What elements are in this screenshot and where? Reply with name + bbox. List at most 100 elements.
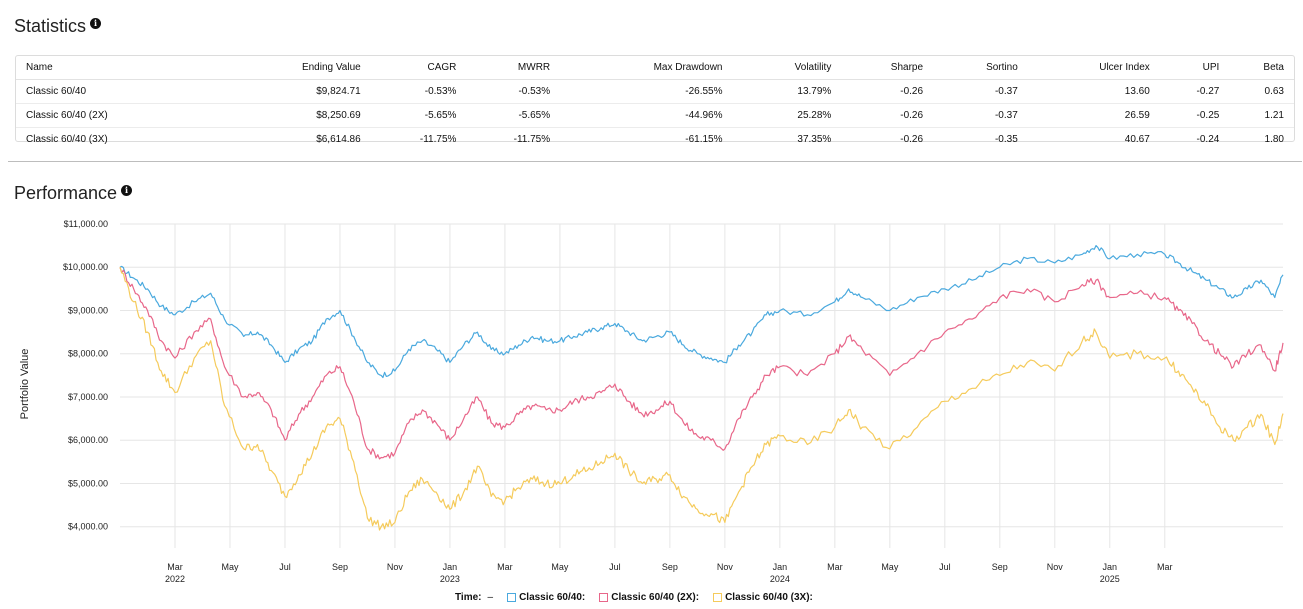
cell-max-drawdown: -44.96% xyxy=(551,103,724,128)
legend-item-label: Classic 60/40 (3X): xyxy=(725,592,813,603)
x-tick-year-label: 2022 xyxy=(165,574,185,584)
x-tick-label: May xyxy=(221,562,239,572)
x-tick-label: Jan xyxy=(773,562,788,572)
series-line-classic-60-40-2x[interactable] xyxy=(119,267,1284,460)
cell-ulcer-index: 26.59 xyxy=(1018,103,1151,128)
cell-upi: -0.27 xyxy=(1150,79,1221,104)
column-header-max-drawdown[interactable]: Max Drawdown xyxy=(551,56,724,80)
y-axis-label: Portfolio Value xyxy=(19,349,31,420)
cell-mwrr: -5.65% xyxy=(457,103,552,128)
cell-sortino: -0.35 xyxy=(994,134,1018,145)
info-icon[interactable]: i xyxy=(121,185,133,196)
info-icon[interactable]: i xyxy=(90,18,102,29)
chart-legend: Time: – Classic 60/40: Classic 60/40 (2X… xyxy=(455,592,813,603)
y-axis-ticks: $11,000.00 $10,000.00 $9,000.00 $8,000.00 $7… xyxy=(63,219,108,532)
y-tick-label: $9,000.00 xyxy=(68,305,108,315)
y-tick-label: $5,000.00 xyxy=(68,478,108,488)
x-tick-label: Jan xyxy=(443,562,458,572)
legend-swatch-icon xyxy=(599,593,609,602)
x-tick-label: Nov xyxy=(717,562,734,572)
cell-ending-value: $8,250.69 xyxy=(195,103,362,128)
series-line-classic-60-40[interactable] xyxy=(119,245,1284,379)
table-row: Classic 60/40 (2X) $8,250.69 -5.65% -5.6… xyxy=(16,103,1294,128)
x-tick-label: Sep xyxy=(992,562,1008,572)
cell-mwrr: -11.75% xyxy=(513,134,551,145)
cell-cagr: -5.65% xyxy=(361,103,458,128)
x-tick-label: Nov xyxy=(1047,562,1064,572)
x-tick-label: Jul xyxy=(609,562,621,572)
cell-sharpe: -0.26 xyxy=(832,79,925,104)
x-tick-year-label: 2025 xyxy=(1100,574,1120,584)
cell-beta: 1.80 xyxy=(1264,134,1284,145)
column-header-sharpe[interactable]: Sharpe xyxy=(832,56,925,80)
x-tick-year-label: 2023 xyxy=(440,574,460,584)
column-header-volatility[interactable]: Volatility xyxy=(723,56,833,80)
y-tick-label: $8,000.00 xyxy=(68,349,108,359)
table-row: Classic 60/40 $9,824.71 -0.53% -0.53% -2… xyxy=(16,79,1294,104)
x-tick-year-label: 2024 xyxy=(770,574,790,584)
x-tick-label: May xyxy=(551,562,569,572)
statistics-table-container: Name Ending Value CAGR MWRR Max Drawdown… xyxy=(15,55,1295,145)
column-header-sortino[interactable]: Sortino xyxy=(924,56,1019,80)
column-header-cagr[interactable]: CAGR xyxy=(361,56,458,80)
chart-series xyxy=(119,245,1284,531)
x-tick-label: Mar xyxy=(167,562,183,572)
legend-item-classic-6040-3x[interactable]: Classic 60/40 (3X): xyxy=(713,592,813,603)
cell-sortino: -0.37 xyxy=(924,103,1019,128)
cell-ending-value: $9,824.71 xyxy=(195,79,362,104)
cell-upi: -0.24 xyxy=(1196,134,1220,145)
cell-sharpe: -0.26 xyxy=(832,103,925,128)
column-header-mwrr[interactable]: MWRR xyxy=(457,56,552,80)
column-header-upi[interactable]: UPI xyxy=(1150,56,1221,80)
cell-max-drawdown: -26.55% xyxy=(551,79,724,104)
cell-beta: 1.21 xyxy=(1220,103,1294,128)
cell-cagr: -11.75% xyxy=(419,134,457,145)
y-tick-label: $10,000.00 xyxy=(63,262,108,272)
cell-cagr: -0.53% xyxy=(361,79,458,104)
legend-swatch-icon xyxy=(713,593,723,602)
cell-name: Classic 60/40 xyxy=(16,79,196,104)
x-tick-label: Sep xyxy=(332,562,348,572)
column-header-name[interactable]: Name xyxy=(16,56,196,80)
chart-grid xyxy=(120,223,1283,548)
statistics-title: Statistics xyxy=(14,16,87,36)
table-header-row: Name Ending Value CAGR MWRR Max Drawdown… xyxy=(16,56,1294,80)
legend-item-classic-6040[interactable]: Classic 60/40: xyxy=(507,592,585,603)
column-header-ulcer-index[interactable]: Ulcer Index xyxy=(1018,56,1151,80)
legend-item-label: Classic 60/40 (2X): xyxy=(611,592,700,603)
column-header-ending-value[interactable]: Ending Value xyxy=(195,56,362,80)
legend-item-classic-6040-2x[interactable]: Classic 60/40 (2X): xyxy=(599,592,699,603)
performance-title-row: Performance i xyxy=(14,183,133,204)
x-tick-label: Mar xyxy=(827,562,843,572)
x-tick-label: Jan xyxy=(1103,562,1118,572)
section-divider xyxy=(8,161,1302,162)
cell-ending-value: $6,614.86 xyxy=(316,134,361,145)
cell-sortino: -0.37 xyxy=(924,79,1019,104)
statistics-title-row: Statistics i xyxy=(14,16,102,37)
cell-name: Classic 60/40 (3X) xyxy=(26,134,108,145)
cell-name: Classic 60/40 (2X) xyxy=(16,103,196,128)
cell-beta: 0.63 xyxy=(1220,79,1294,104)
cell-ulcer-index: 40.67 xyxy=(1124,134,1150,145)
statistics-table: Name Ending Value CAGR MWRR Max Drawdown… xyxy=(16,56,1294,151)
column-header-beta[interactable]: Beta xyxy=(1220,56,1294,80)
x-tick-label: Jul xyxy=(939,562,951,572)
x-tick-label: May xyxy=(881,562,899,572)
x-tick-label: Nov xyxy=(387,562,404,572)
cell-volatility: 37.35% xyxy=(797,134,832,145)
cell-sharpe: -0.26 xyxy=(900,134,924,145)
x-tick-label: Mar xyxy=(497,562,513,572)
y-tick-label: $4,000.00 xyxy=(68,522,108,532)
cell-max-drawdown: -61.15% xyxy=(685,134,723,145)
performance-chart[interactable]: $11,000.00 $10,000.00 $9,000.00 $8,000.00 $7… xyxy=(0,210,1303,590)
legend-time-value: – xyxy=(487,592,494,603)
legend-item-label: Classic 60/40: xyxy=(519,592,586,603)
cell-mwrr: -0.53% xyxy=(457,79,552,104)
legend-swatch-icon xyxy=(507,593,517,602)
series-line-classic-60-40-3x[interactable] xyxy=(119,267,1284,531)
cell-upi: -0.25 xyxy=(1150,103,1221,128)
cell-volatility: 25.28% xyxy=(723,103,833,128)
cell-ulcer-index: 13.60 xyxy=(1018,79,1151,104)
x-tick-label: Jul xyxy=(279,562,291,572)
performance-title: Performance xyxy=(14,183,118,203)
